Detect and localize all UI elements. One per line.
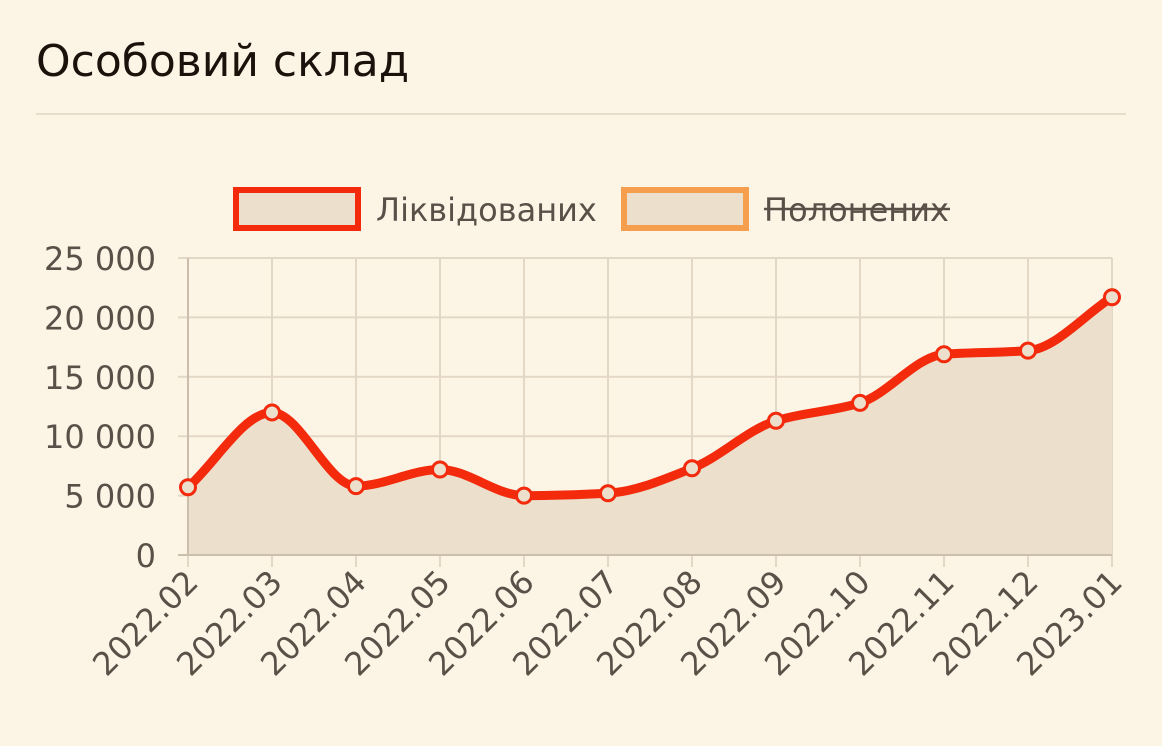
legend-label: Ліквідованих [376, 191, 597, 229]
y-tick-label: 15 000 [44, 359, 156, 397]
data-point-2023.01[interactable] [1103, 288, 1121, 307]
data-point-2022.11[interactable] [935, 345, 953, 364]
data-point-2022.08[interactable] [683, 459, 701, 478]
data-point-2022.07[interactable] [599, 484, 617, 503]
series-area-fill [188, 297, 1112, 555]
title-divider [36, 113, 1126, 115]
series-points[interactable] [179, 288, 1121, 505]
y-tick-label: 10 000 [44, 418, 156, 456]
data-point-2022.03[interactable] [263, 403, 281, 422]
y-tick-label: 5 000 [64, 478, 156, 516]
data-point-2022.05[interactable] [431, 460, 449, 479]
data-point-2022.04[interactable] [347, 477, 365, 496]
data-point-2022.09[interactable] [767, 411, 785, 430]
data-point-2022.10[interactable] [851, 393, 869, 412]
legend-swatch [233, 187, 361, 231]
x-axis-tick-labels: 2022.022022.032022.042022.052022.062022.… [85, 563, 1129, 683]
chart-legend[interactable]: Ліквідованих Полонених [233, 187, 950, 231]
y-tick-label: 0 [136, 537, 156, 575]
legend-item-liquidated[interactable]: Ліквідованих [233, 187, 597, 231]
data-point-2022.06[interactable] [515, 486, 533, 505]
data-point-2022.02[interactable] [179, 478, 197, 497]
data-point-2022.12[interactable] [1019, 341, 1037, 360]
y-tick-label: 25 000 [44, 240, 156, 278]
axes [178, 258, 1112, 556]
legend-swatch [621, 187, 749, 231]
y-axis-tick-labels: 0 5 000 10 000 15 000 20 000 25 000 [44, 240, 156, 575]
page-title: Особовий склад [36, 36, 410, 87]
legend-item-captured[interactable]: Полонених [621, 187, 950, 231]
series-area [188, 297, 1112, 555]
y-tick-label: 20 000 [44, 299, 156, 337]
